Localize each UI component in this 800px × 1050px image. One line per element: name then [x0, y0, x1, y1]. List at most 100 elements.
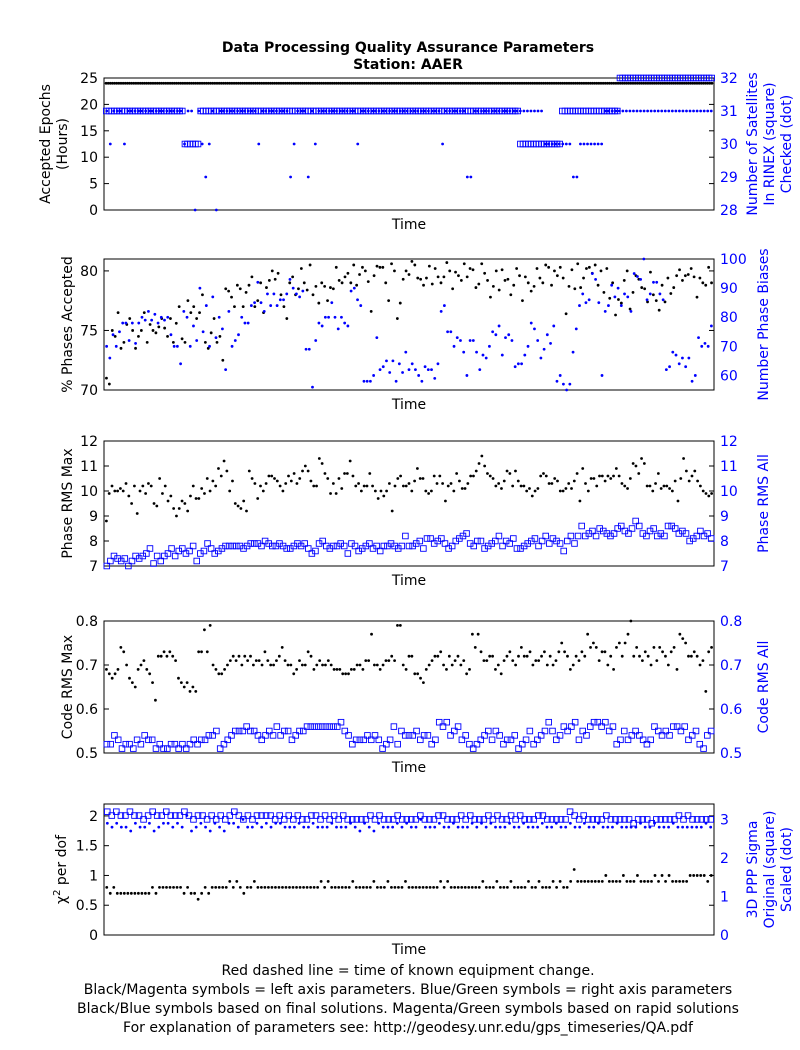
data-point-dot	[414, 825, 418, 829]
data-point-dot	[151, 81, 155, 85]
data-point-dot	[675, 668, 679, 671]
data-point-dot	[353, 825, 357, 829]
data-point-dot	[151, 681, 154, 684]
data-point-square	[204, 540, 211, 547]
data-point-dot	[349, 281, 353, 285]
data-point-dot	[528, 650, 532, 654]
data-point-dot	[295, 292, 298, 296]
data-point-dot	[386, 81, 390, 85]
data-point-dot	[687, 81, 690, 85]
data-point-dot	[569, 880, 573, 883]
data-point-dot	[113, 335, 117, 338]
data-point-dot	[571, 175, 575, 179]
data-point-dot	[347, 672, 350, 676]
data-point-dot	[626, 632, 630, 636]
series-left-dot	[105, 454, 713, 523]
data-point-dot	[465, 81, 468, 85]
data-point-square	[507, 736, 515, 744]
data-point-dot	[403, 81, 407, 85]
data-point-dot	[329, 663, 333, 667]
data-point-dot	[320, 462, 324, 465]
data-point-dot	[638, 654, 641, 658]
data-point-dot	[635, 81, 639, 85]
left-tick-label: 25	[80, 71, 98, 87]
data-point-dot	[450, 663, 454, 667]
data-point-dot	[693, 374, 697, 377]
data-point-square	[664, 522, 672, 530]
data-point-square	[190, 736, 197, 744]
data-point-dot	[116, 311, 120, 314]
data-point-dot	[320, 324, 324, 328]
data-point-dot	[666, 276, 670, 280]
data-point-dot	[660, 109, 664, 113]
data-point-dot	[439, 880, 443, 883]
chart-title: Data Processing Quality Assurance Parame…	[222, 40, 594, 56]
data-point-dot	[295, 885, 298, 889]
data-point-dot	[444, 109, 448, 113]
data-point-dot	[298, 477, 302, 480]
data-point-dot	[179, 81, 183, 85]
data-point-dot	[298, 659, 301, 662]
data-point-square	[375, 736, 383, 744]
data-point-square	[657, 816, 665, 823]
data-point-dot	[333, 315, 337, 319]
data-point-dot	[553, 477, 557, 480]
data-point-dot	[442, 885, 446, 889]
data-point-dot	[247, 283, 251, 287]
data-point-square	[352, 736, 360, 744]
data-point-dot	[147, 310, 150, 313]
right-tick-label: 11	[720, 459, 738, 475]
data-point-dot	[138, 81, 142, 85]
data-point-square	[613, 740, 620, 748]
data-point-dot	[442, 275, 446, 279]
data-point-dot	[382, 885, 386, 889]
data-point-square	[538, 537, 546, 545]
data-point-dot	[444, 499, 447, 503]
data-point-dot	[328, 109, 331, 113]
data-point-dot	[288, 281, 292, 285]
data-point-dot	[649, 270, 652, 274]
data-point-dot	[158, 477, 162, 480]
data-point-dot	[337, 885, 341, 889]
data-point-square	[141, 732, 148, 739]
data-point-dot	[254, 659, 258, 662]
data-point-dot	[435, 81, 439, 85]
left-tick-label: 15	[80, 124, 98, 140]
data-point-dot	[267, 885, 270, 889]
data-point-dot	[657, 81, 660, 85]
data-point-dot	[708, 81, 712, 85]
data-point-dot	[127, 339, 131, 342]
data-point-dot	[659, 487, 663, 490]
data-point-dot	[578, 499, 582, 503]
data-point-dot	[291, 885, 295, 889]
data-point-dot	[655, 81, 658, 85]
data-point-dot	[211, 109, 215, 113]
data-point-dot	[112, 885, 116, 889]
data-point-dot	[115, 821, 119, 825]
data-point-dot	[662, 825, 666, 829]
data-point-dot	[634, 464, 638, 468]
data-point-dot	[288, 81, 291, 85]
data-point-dot	[151, 329, 155, 332]
data-point-dot	[652, 280, 655, 284]
data-point-square	[682, 530, 690, 537]
data-point-dot	[642, 462, 646, 465]
data-point-square	[371, 732, 379, 739]
data-point-dot	[612, 668, 615, 671]
data-point-square	[140, 816, 147, 823]
data-point-dot	[418, 81, 422, 85]
data-point-dot	[130, 681, 134, 684]
data-point-square	[235, 812, 243, 819]
data-point-dot	[175, 885, 179, 889]
data-point-dot	[382, 494, 386, 498]
data-point-dot	[278, 484, 282, 488]
data-point-dot	[468, 339, 472, 342]
data-point-dot	[377, 821, 380, 825]
data-point-dot	[442, 825, 446, 829]
data-point-square	[409, 732, 417, 739]
data-point-square	[447, 732, 454, 739]
data-point-dot	[436, 362, 440, 366]
data-point-square	[104, 808, 111, 815]
data-point-dot	[600, 474, 604, 478]
data-point-dot	[654, 299, 658, 303]
